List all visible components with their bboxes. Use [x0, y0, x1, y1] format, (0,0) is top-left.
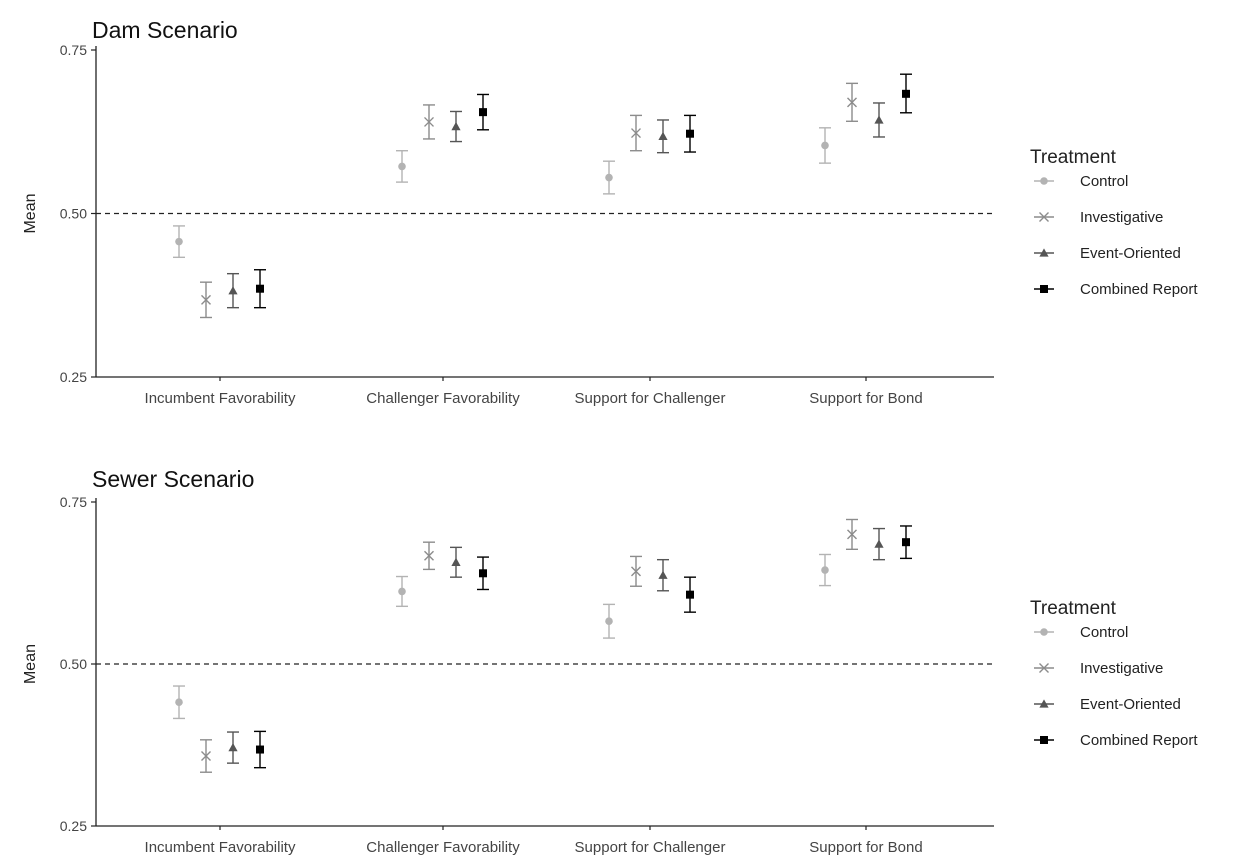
y-tick-label: 0.75 [60, 42, 87, 58]
y-tick-label: 0.75 [60, 494, 87, 510]
data-point [175, 237, 183, 246]
data-point [874, 539, 884, 548]
data-point [874, 115, 884, 124]
legend: Treatment Control Investigative Event-Orien… [1030, 598, 1198, 749]
data-point [201, 751, 211, 762]
data-point [902, 89, 910, 98]
data-point [424, 550, 434, 561]
panel-2: Sewer Scenario Mean 0.25 0.50 0.75 Incumbent … [22, 466, 1198, 856]
legend-label: Event-Oriented [1080, 696, 1181, 713]
legend-key-marker [1040, 177, 1048, 185]
x-tick-label: Challenger Favorability [366, 390, 520, 407]
data-point [847, 97, 857, 108]
legend-label: Event-Oriented [1080, 245, 1181, 262]
legend-label: Control [1080, 624, 1128, 641]
series-control [173, 553, 831, 720]
legend-key-marker [1039, 248, 1049, 257]
legend-key-marker [1040, 628, 1048, 636]
data-point [256, 284, 264, 293]
data-point [821, 566, 829, 574]
data-point [631, 128, 641, 139]
data-point [631, 566, 641, 577]
data-point [479, 569, 487, 578]
x-tick-label: Incumbent Favorability [145, 839, 296, 856]
data-point [228, 286, 238, 295]
x-tick-label: Support for Challenger [575, 839, 726, 856]
data-point [424, 116, 434, 127]
legend-label: Control [1080, 173, 1128, 190]
legend-key-marker [1040, 285, 1048, 293]
x-tick-label: Support for Bond [809, 390, 922, 407]
legend-key-marker [1039, 212, 1049, 222]
data-point [686, 129, 694, 138]
data-point [658, 570, 668, 579]
data-point [658, 131, 668, 141]
chart-title: Sewer Scenario [92, 466, 254, 492]
data-point [847, 529, 857, 540]
legend-key-marker [1039, 663, 1049, 673]
y-axis-label: Mean [22, 193, 39, 233]
x-tick-label: Support for Bond [809, 839, 922, 856]
series-control [173, 127, 831, 259]
y-tick-label: 0.25 [60, 818, 87, 834]
panel-1: Dam Scenario Mean 0.25 0.50 0.75 Incumbent Fa… [22, 17, 1198, 407]
data-point [821, 141, 829, 150]
legend-key-marker [1040, 736, 1048, 744]
x-tick-label: Support for Challenger [575, 390, 726, 407]
data-point [256, 745, 264, 754]
y-tick-label: 0.50 [60, 656, 87, 672]
legend-title: Treatment [1030, 598, 1117, 619]
series-combined-report [254, 525, 912, 769]
y-tick-label: 0.25 [60, 369, 87, 385]
series-event-oriented [227, 527, 885, 764]
legend-label: Combined Report [1080, 732, 1198, 749]
legend-key-marker [1039, 699, 1049, 708]
data-point [398, 162, 406, 171]
chart-title: Dam Scenario [92, 17, 238, 43]
y-tick-label: 0.50 [60, 206, 87, 222]
data-point [228, 742, 238, 752]
legend: Treatment Control Investigative Event-Orien… [1030, 147, 1198, 298]
series-investigative [200, 518, 858, 773]
series-event-oriented [227, 102, 885, 309]
legend-label: Investigative [1080, 209, 1163, 226]
data-point [605, 173, 613, 182]
data-point [479, 108, 487, 117]
data-point [175, 698, 183, 707]
data-point [451, 121, 461, 131]
x-tick-label: Incumbent Favorability [145, 390, 296, 407]
legend-label: Combined Report [1080, 281, 1198, 298]
series-investigative [200, 82, 858, 319]
data-point [451, 557, 461, 566]
legend-title: Treatment [1030, 147, 1117, 168]
x-tick-label: Challenger Favorability [366, 839, 520, 856]
data-point [398, 587, 406, 596]
data-point [902, 538, 910, 547]
y-axis-label: Mean [22, 644, 39, 684]
data-point [686, 590, 694, 599]
legend-label: Investigative [1080, 660, 1163, 677]
data-point [605, 617, 613, 626]
series-combined-report [254, 73, 912, 309]
data-point [201, 294, 211, 305]
